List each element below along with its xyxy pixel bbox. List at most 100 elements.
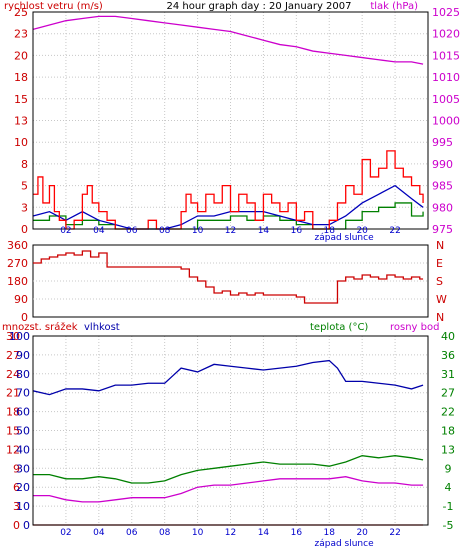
x-tick-label: 12 [225, 226, 236, 236]
precip-tick-label: 18 [6, 406, 20, 419]
precip-tick-label: 21 [6, 387, 20, 400]
x-tick-label: 08 [159, 226, 171, 236]
temp-tick-label: 36 [441, 349, 455, 362]
panel2-series [33, 250, 424, 304]
humidity-temperature-panel: mnozst. srážek vlhkost teplota (°C) rosn… [2, 321, 455, 549]
wind-tick-label: 18 [14, 71, 28, 84]
wind-tick-label: 23 [14, 28, 28, 41]
x-tick-label: 14 [258, 528, 270, 538]
temp-tick-label: -5 [443, 519, 454, 532]
panel1-series [32, 15, 424, 230]
dewpoint-line [33, 476, 424, 503]
wind-tick-label: 25 [14, 6, 28, 19]
humidity-tick-label: 0 [23, 519, 30, 532]
temp-tick-label: 9 [445, 462, 452, 475]
x-tick-label: 20 [356, 226, 368, 236]
x-tick-label: 02 [60, 226, 71, 236]
humidity-tick-label: 80 [16, 368, 30, 381]
x-tick-label: 06 [126, 528, 138, 538]
precip-tick-label: 30 [6, 330, 20, 343]
precip-tick-label: 24 [6, 368, 20, 381]
wind-gust-line [33, 150, 424, 230]
x-tick-label: 10 [192, 226, 204, 236]
temperature-line [33, 455, 424, 484]
x-tick-label: 16 [291, 226, 303, 236]
pressure-tick-label: 1005 [432, 93, 460, 106]
pressure-tick-label: 975 [432, 223, 453, 236]
wind-tick-label: 8 [21, 158, 28, 171]
wind-pressure-panel: rychlost vetru (m/s) 24 hour graph day :… [4, 1, 460, 243]
x-tick-label: 16 [291, 528, 303, 538]
x-tick-label: 18 [324, 528, 336, 538]
wind-tick-label: 3 [21, 201, 28, 214]
panel3-x-ticks: 02 04 06 08 10 12 14 16 18 20 22 [60, 528, 401, 538]
pressure-tick-label: 990 [432, 158, 453, 171]
x-tick-label: 18 [324, 226, 336, 236]
wind-tick-label: 13 [14, 115, 28, 128]
temp-tick-label: 40 [441, 330, 455, 343]
x-tick-label: 22 [389, 528, 400, 538]
panel3-temp-ticks: -5 -1 4 9 13 18 22 27 31 36 40 [441, 330, 455, 532]
compass-label: N [436, 239, 444, 252]
wind-tick-label: 10 [14, 136, 28, 149]
precip-tick-label: 6 [13, 481, 20, 494]
panel3-precip-ticks: 0 3 6 9 12 15 18 21 24 27 30 [6, 330, 20, 532]
humidity-tick-label: 10 [16, 500, 30, 513]
compass-label: E [436, 257, 443, 270]
sunset-label: západ slunce [315, 539, 375, 549]
x-tick-label: 14 [258, 226, 270, 236]
wind-axis-title: rychlost vetru (m/s) [4, 1, 103, 12]
compass-label: W [436, 293, 447, 306]
panel1-grid [33, 12, 428, 229]
x-tick-label: 22 [389, 226, 400, 236]
temperature-axis-title: teplota (°C) [310, 322, 368, 333]
humidity-tick-label: 40 [16, 443, 30, 456]
direction-line [33, 250, 424, 304]
temp-tick-label: 22 [441, 406, 455, 419]
x-tick-label: 10 [192, 528, 204, 538]
wind-tick-label: 5 [21, 180, 28, 193]
precip-tick-label: 9 [13, 462, 20, 475]
temp-tick-label: -1 [443, 500, 454, 513]
panel2-left-ticks: 0 90 180 270 360 [7, 239, 28, 324]
precip-tick-label: 15 [6, 425, 20, 438]
humidity-line [32, 359, 424, 396]
panel1-left-ticks: 0 3 5 8 10 13 15 18 20 23 25 [14, 6, 28, 236]
pressure-tick-label: 1000 [432, 115, 460, 128]
pressure-tick-label: 995 [432, 136, 453, 149]
humidity-tick-label: 100 [9, 330, 30, 343]
precip-tick-label: 12 [6, 443, 20, 456]
pressure-line [32, 15, 424, 65]
humidity-axis-title: vlhkost [84, 322, 120, 333]
precip-tick-label: 3 [13, 500, 20, 513]
humidity-tick-label: 50 [16, 425, 30, 438]
humidity-tick-label: 90 [16, 349, 30, 362]
humidity-tick-label: 30 [16, 462, 30, 475]
pressure-axis-title: tlak (hPa) [370, 1, 418, 12]
x-tick-label: 08 [159, 528, 171, 538]
x-tick-label: 04 [93, 528, 105, 538]
temp-tick-label: 4 [445, 481, 452, 494]
humidity-tick-label: 20 [16, 481, 30, 494]
direction-tick-label: 180 [7, 275, 28, 288]
humidity-tick-label: 70 [16, 387, 30, 400]
direction-tick-label: 360 [7, 239, 28, 252]
temp-tick-label: 31 [441, 368, 455, 381]
x-tick-label: 20 [356, 528, 368, 538]
direction-tick-label: 0 [21, 311, 28, 324]
x-tick-label: 04 [93, 226, 105, 236]
pressure-tick-label: 985 [432, 180, 453, 193]
pressure-tick-label: 1025 [432, 6, 460, 19]
temp-tick-label: 27 [441, 387, 455, 400]
precip-tick-label: 0 [13, 519, 20, 532]
panel1-x-ticks: 02 04 06 08 10 12 14 16 18 20 22 [60, 226, 401, 236]
direction-tick-label: 90 [14, 293, 28, 306]
panel1-right-ticks: 975 980 985 990 995 1000 1005 1010 1015 1020 1025 [432, 6, 460, 236]
pressure-tick-label: 1010 [432, 71, 460, 84]
x-tick-label: 02 [60, 528, 71, 538]
humidity-tick-label: 60 [16, 406, 30, 419]
